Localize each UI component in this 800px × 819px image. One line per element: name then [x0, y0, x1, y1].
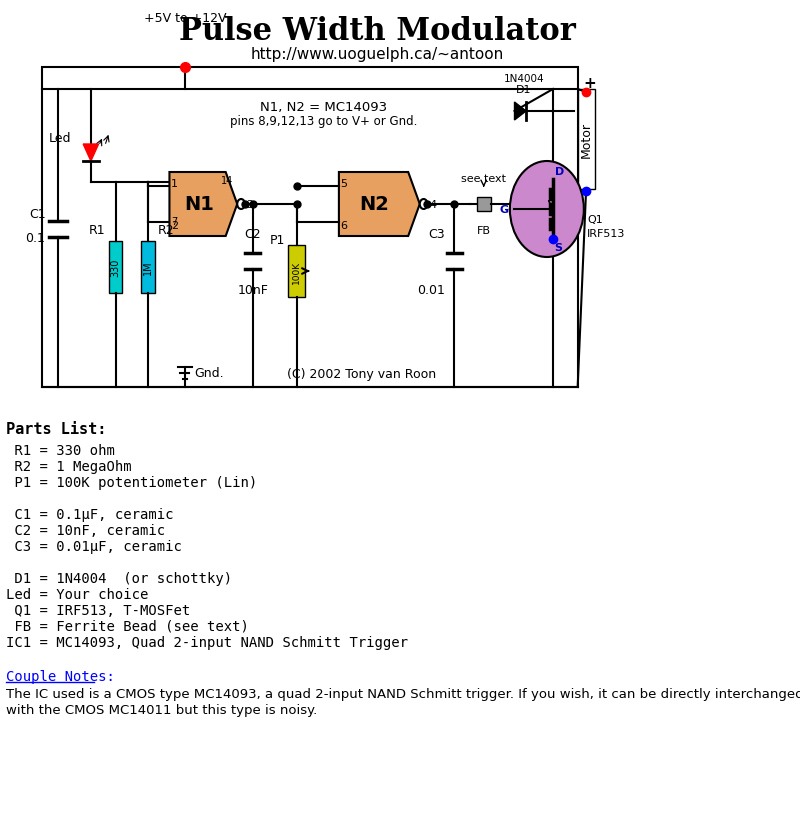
Text: G: G — [499, 205, 508, 215]
Text: 14: 14 — [221, 176, 234, 186]
Text: R2: R2 — [158, 224, 174, 236]
Bar — [288, 246, 305, 297]
Text: 5: 5 — [341, 179, 347, 188]
Text: 330: 330 — [110, 259, 121, 277]
Text: IRF513: IRF513 — [587, 229, 626, 238]
Bar — [578, 90, 594, 190]
Text: 7: 7 — [171, 217, 178, 227]
Polygon shape — [514, 103, 526, 121]
Text: N2: N2 — [359, 195, 390, 215]
Text: Q1 = IRF513, T-MOSFet: Q1 = IRF513, T-MOSFet — [6, 604, 190, 618]
Polygon shape — [170, 173, 238, 237]
Text: FB = Ferrite Bead (see text): FB = Ferrite Bead (see text) — [6, 619, 249, 633]
Text: 1: 1 — [171, 179, 178, 188]
Bar — [109, 242, 122, 294]
Text: +5V to +12V: +5V to +12V — [144, 11, 226, 25]
Text: R1 = 330 ohm: R1 = 330 ohm — [6, 443, 115, 458]
Text: C2: C2 — [244, 227, 261, 240]
Text: 1M: 1M — [143, 260, 153, 275]
Text: with the CMOS MC14011 but this type is noisy.: with the CMOS MC14011 but this type is n… — [6, 704, 318, 716]
Text: P1 = 100K potentiometer (Lin): P1 = 100K potentiometer (Lin) — [6, 475, 258, 490]
Text: S: S — [554, 242, 562, 253]
Text: see text: see text — [461, 174, 506, 183]
Text: P1: P1 — [270, 233, 285, 247]
Bar — [42, 68, 578, 387]
Text: D: D — [554, 167, 564, 177]
Polygon shape — [83, 145, 98, 162]
Text: N1, N2 = MC14093: N1, N2 = MC14093 — [260, 102, 387, 115]
Text: C1: C1 — [29, 207, 46, 220]
Text: 4: 4 — [429, 200, 436, 210]
Text: 6: 6 — [341, 221, 347, 231]
Text: 10nF: 10nF — [237, 283, 268, 296]
Text: 100K: 100K — [292, 260, 301, 283]
Text: 0.01: 0.01 — [418, 283, 445, 296]
Text: +: + — [584, 76, 596, 92]
Text: FB: FB — [477, 226, 490, 236]
Text: C2 = 10nF, ceramic: C2 = 10nF, ceramic — [6, 523, 166, 537]
Text: Led: Led — [49, 131, 72, 144]
Text: 0.1: 0.1 — [26, 231, 46, 244]
Text: C3: C3 — [429, 227, 445, 240]
Text: N1: N1 — [184, 195, 214, 215]
Text: (C) 2002 Tony van Roon: (C) 2002 Tony van Roon — [287, 368, 437, 381]
Text: D1: D1 — [516, 85, 531, 95]
Text: 2: 2 — [171, 221, 178, 231]
Text: Led = Your choice: Led = Your choice — [6, 587, 149, 601]
Circle shape — [420, 200, 427, 210]
Text: IC1 = MC14093, Quad 2-input NAND Schmitt Trigger: IC1 = MC14093, Quad 2-input NAND Schmitt… — [6, 636, 408, 649]
Circle shape — [238, 200, 245, 210]
Text: pins 8,9,12,13 go to V+ or Gnd.: pins 8,9,12,13 go to V+ or Gnd. — [230, 115, 417, 129]
Text: Couple Notes:: Couple Notes: — [6, 669, 115, 683]
Text: C1 = 0.1μF, ceramic: C1 = 0.1μF, ceramic — [6, 508, 174, 522]
Text: Motor: Motor — [580, 122, 593, 158]
Bar — [141, 242, 155, 294]
Text: C3 = 0.01μF, ceramic: C3 = 0.01μF, ceramic — [6, 540, 182, 554]
Text: Gnd.: Gnd. — [194, 367, 224, 380]
Text: R2 = 1 MegaOhm: R2 = 1 MegaOhm — [6, 459, 132, 473]
Text: R1: R1 — [89, 224, 106, 236]
Text: D1 = 1N4004  (or schottky): D1 = 1N4004 (or schottky) — [6, 572, 232, 586]
Text: Pulse Width Modulator: Pulse Width Modulator — [179, 16, 576, 48]
Text: 1N4004: 1N4004 — [503, 74, 544, 84]
Polygon shape — [339, 173, 420, 237]
Text: Parts List:: Parts List: — [6, 422, 106, 437]
Text: 3: 3 — [246, 200, 254, 210]
Text: http://www.uoguelph.ca/~antoon: http://www.uoguelph.ca/~antoon — [250, 47, 504, 61]
Bar — [477, 197, 490, 212]
Circle shape — [510, 162, 584, 258]
Text: The IC used is a CMOS type MC14093, a quad 2-input NAND Schmitt trigger. If you : The IC used is a CMOS type MC14093, a qu… — [6, 687, 800, 700]
Text: Q1: Q1 — [587, 215, 602, 224]
